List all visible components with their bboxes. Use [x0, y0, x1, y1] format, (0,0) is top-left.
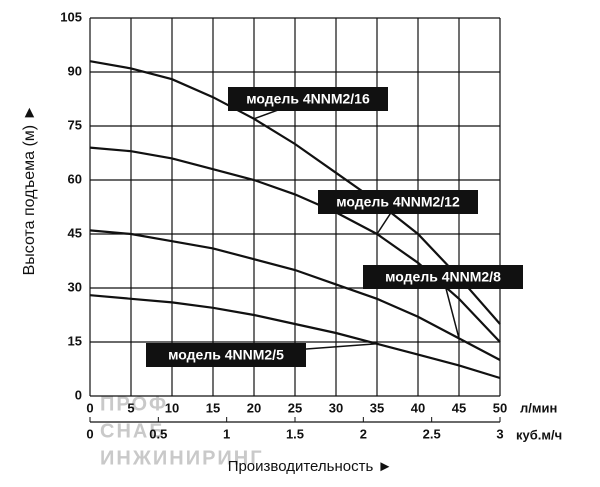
legend-label: модель 4NNM2/16 — [246, 91, 370, 107]
watermark-text: ПРОФ — [100, 393, 168, 415]
y-tick-label: 60 — [68, 171, 82, 186]
watermark-text: ИНЖИНИРИНГ — [100, 447, 264, 469]
curve — [89, 294, 501, 380]
x-tick-label: 40 — [411, 400, 425, 415]
x-unit: л/мин — [520, 400, 557, 415]
x-tick-label: 15 — [206, 400, 220, 415]
x-tick-label: 10 — [165, 400, 179, 415]
legend-box — [363, 265, 523, 289]
y-tick-label: 45 — [68, 225, 82, 240]
legend-box — [146, 343, 306, 367]
x2-tick-label: 1 — [223, 426, 230, 441]
x2-tick-label: 3 — [496, 426, 503, 441]
y-tick-label: 0 — [75, 387, 82, 402]
x2-unit: куб.м/ч — [516, 427, 562, 442]
legend-label: модель 4NNM2/5 — [168, 347, 284, 363]
x-tick-label: 5 — [127, 400, 134, 415]
y-tick-label: 30 — [68, 279, 82, 294]
x-tick-label: 50 — [493, 400, 507, 415]
legend-box — [318, 190, 478, 214]
x-axis-label: Производительность ► — [228, 458, 393, 475]
y-tick-label: 90 — [68, 63, 82, 78]
curve — [89, 229, 501, 361]
legend-box — [228, 87, 388, 111]
y-tick-label: 75 — [68, 117, 82, 132]
y-axis-label: Высота подъема (м) ► — [21, 105, 38, 276]
x2-tick-label: 1.5 — [286, 426, 304, 441]
x-tick-label: 45 — [452, 400, 466, 415]
y-tick-label: 15 — [68, 333, 82, 348]
y-tick-label: 105 — [60, 9, 82, 24]
x-tick-label: 0 — [86, 400, 93, 415]
curve — [89, 60, 501, 325]
watermark: ПРОФ СНАБ ИНЖИНИРИНГ — [100, 393, 264, 469]
x2-tick-label: 0.5 — [149, 426, 167, 441]
x2-tick-label: 0 — [86, 426, 93, 441]
legend-label: модель 4NNM2/12 — [336, 194, 460, 210]
legend-label: модель 4NNM2/8 — [385, 269, 501, 285]
x-tick-label: 20 — [247, 400, 261, 415]
x-tick-label: 30 — [329, 400, 343, 415]
x2-tick-label: 2.5 — [423, 426, 441, 441]
x-tick-label: 25 — [288, 400, 302, 415]
x-tick-label: 35 — [370, 400, 384, 415]
x2-tick-label: 2 — [360, 426, 367, 441]
watermark-text: СНАБ — [100, 420, 166, 442]
